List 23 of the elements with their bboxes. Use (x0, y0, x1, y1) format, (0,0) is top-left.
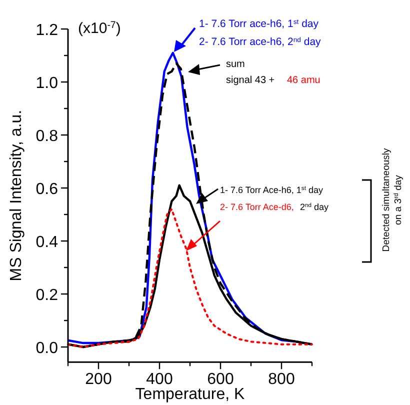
y-tick-label: 1.2 (36, 22, 58, 39)
x-tick-label: 600 (207, 371, 234, 388)
annotation: sum (226, 59, 245, 70)
annotation: signal 43 + (226, 75, 275, 86)
x-tick-label: 800 (268, 371, 295, 388)
y-tick-label: 0.4 (36, 234, 58, 251)
text: Detected simultaneously (381, 148, 392, 252)
x-tick-label: 400 (146, 371, 173, 388)
annotation: 2- 7.6 Torr Ace-d6, (220, 202, 294, 212)
y-tick-label: 0.6 (36, 181, 58, 198)
annotation: (x10$^{-7}$) (78, 20, 121, 37)
y-tick-label: 0.8 (36, 128, 58, 145)
x-tick-label: 200 (85, 371, 112, 388)
annotation: 2- 7.6 Torr ace-h6, 2$^{nd}$ day (199, 36, 322, 48)
x-axis-title: Temperature, K (135, 386, 246, 403)
annotation: 1- 7.6 Torr Ace-h6, 1$^{st}$ day (220, 185, 324, 195)
y-axis-title: MS Signal Intensity, a.u. (8, 110, 25, 282)
annotation: 2$^{nd}$ day (300, 202, 330, 212)
y-tick-label: 0.2 (36, 287, 58, 304)
text: 1.0 (36, 75, 58, 92)
annotation: 1- 7.6 Torr ace-h6, 1$^{st}$ day (199, 18, 320, 30)
annotation: 46 amu (287, 75, 320, 86)
text: 0.0 (36, 340, 58, 357)
